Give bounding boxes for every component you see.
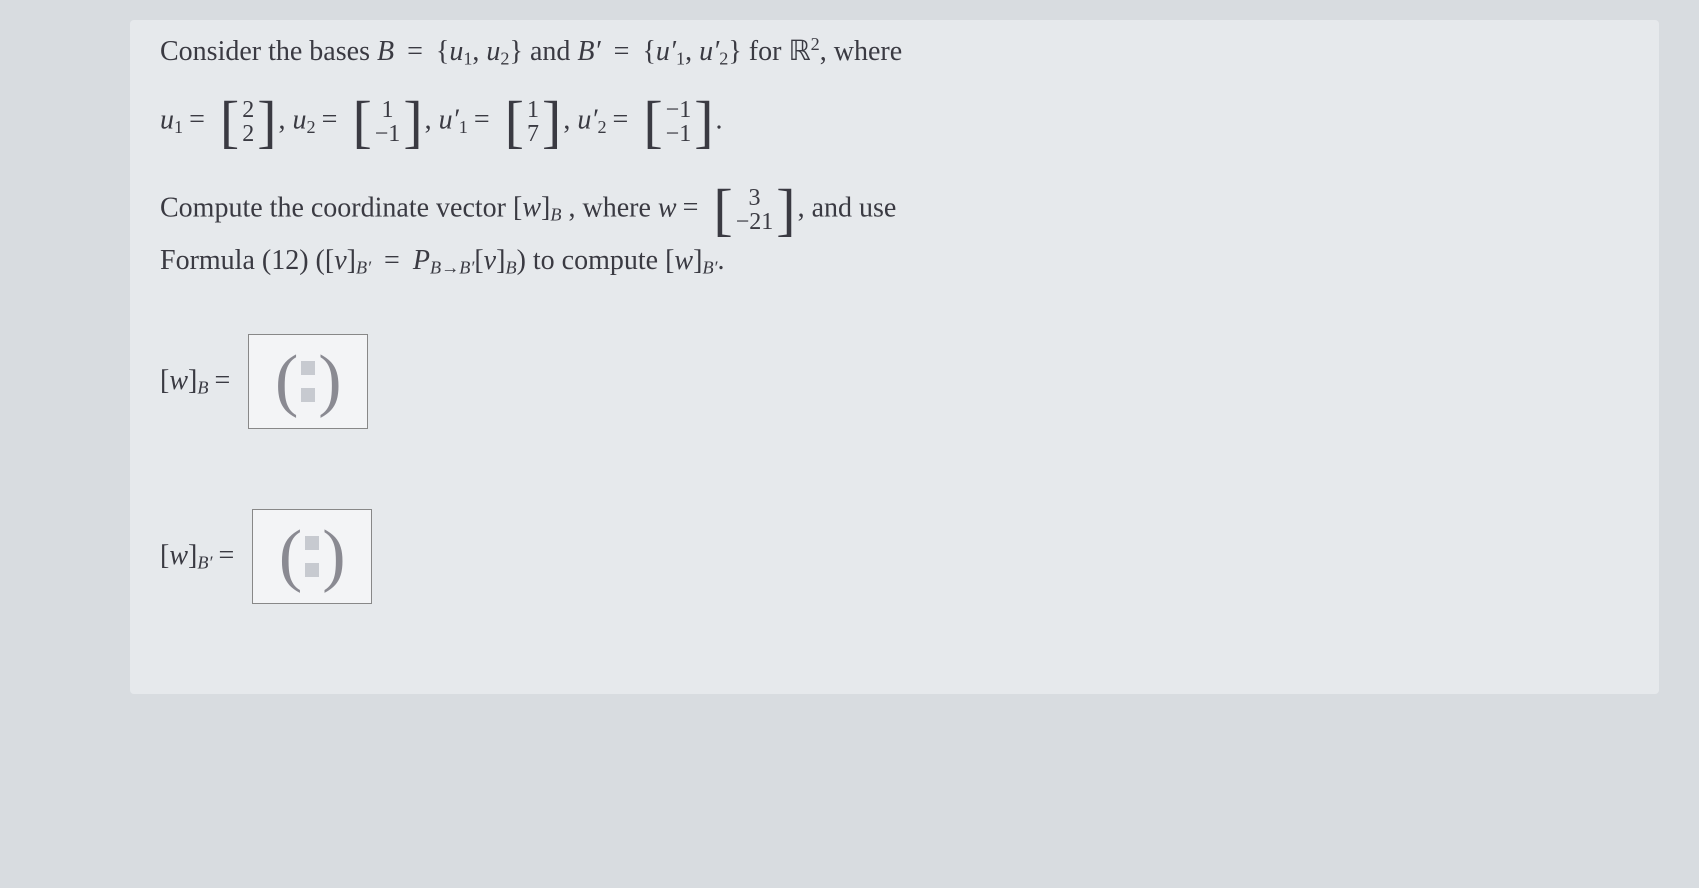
wBp-answer-label: [w]B′ xyxy=(160,534,212,579)
to-compute-text: ) to compute xyxy=(517,245,666,276)
equals-ans-1: = xyxy=(214,359,230,404)
u1-bot: 2 xyxy=(242,122,254,146)
up-sym-2: u′ xyxy=(699,36,719,67)
intro-text: Consider the bases xyxy=(160,36,377,67)
wBp-ans-sub: B′ xyxy=(197,552,212,572)
w-sym: w xyxy=(522,192,541,223)
u2-vector: [ 1−1 ] xyxy=(352,93,422,151)
and-use-text: , and use xyxy=(798,192,897,223)
compute-text-1: Compute the coordinate vector xyxy=(160,192,513,223)
period: . xyxy=(718,245,725,276)
P-sub: B→B′ xyxy=(430,257,474,277)
P-symbol: P xyxy=(413,245,430,276)
intro-line: Consider the bases B = {u1, u2} and B′ =… xyxy=(160,30,1629,75)
equals-2: = xyxy=(614,36,630,67)
equals-1: = xyxy=(407,36,423,67)
u2p-lhs: u′ xyxy=(577,104,597,135)
where-w-text: , where xyxy=(568,192,657,223)
wB-ans-sub: B xyxy=(197,377,208,397)
u2p-vector: [ −1−1 ] xyxy=(643,93,713,151)
wB-answer-label: [w]B xyxy=(160,359,208,404)
u2-top: 1 xyxy=(375,98,401,122)
w-sym-2: w xyxy=(674,245,693,276)
u1-vector: [ 22 ] xyxy=(220,93,277,151)
w-lhs: w xyxy=(658,192,677,223)
real-dim: 2 xyxy=(811,34,820,54)
u1p-lhs: u′ xyxy=(439,104,459,135)
where-text: , where xyxy=(820,36,902,67)
vector-defs: u1= [ 22 ] , u2= [ 1−1 ] , u′1= [ 17 ] ,… xyxy=(160,93,1629,151)
Bprime-symbol: B′ xyxy=(577,36,600,67)
answer-row-wB: [w]B = ( ) xyxy=(160,334,1629,429)
u1p-bot: 7 xyxy=(527,122,539,146)
bracket-open-w: [ xyxy=(513,192,522,223)
equals-ans-2: = xyxy=(218,534,234,579)
set-close-2: } xyxy=(728,36,741,67)
set-close-1: } xyxy=(510,36,523,67)
formula-text: Formula (12) ( xyxy=(160,245,325,276)
u1-lhs: u xyxy=(160,104,174,135)
u1p-top: 1 xyxy=(527,98,539,122)
bracket-close-w: ] xyxy=(541,192,550,223)
set-open-2: { xyxy=(642,36,655,67)
w-bot: −21 xyxy=(736,210,774,234)
placeholder-vector-1: ( ) xyxy=(275,346,342,416)
for-text: for xyxy=(749,36,789,67)
answer-input-wB[interactable]: ( ) xyxy=(248,334,368,429)
B-symbol: B xyxy=(377,36,394,67)
u-sym-1: u xyxy=(449,36,463,67)
u2p-top: −1 xyxy=(666,98,692,122)
placeholder-vector-2: ( ) xyxy=(279,521,346,591)
w-vector: [ 3−21 ] xyxy=(713,181,795,239)
v-sym-2: v xyxy=(484,245,496,276)
v-sym-1: v xyxy=(334,245,346,276)
answer-row-wBp: [w]B′ = ( ) xyxy=(160,509,1629,604)
wBp-sub: B′ xyxy=(702,257,717,277)
answer-input-wBp[interactable]: ( ) xyxy=(252,509,372,604)
and-text: and xyxy=(530,36,577,67)
vBp-sub: B′ xyxy=(356,257,371,277)
wB-ans-sym: w xyxy=(169,365,188,396)
up-sym-1: u′ xyxy=(656,36,676,67)
vB-sub: B xyxy=(505,257,516,277)
real-symbol: ℝ xyxy=(788,36,810,67)
u1p-vector: [ 17 ] xyxy=(505,93,562,151)
u2-bot: −1 xyxy=(375,122,401,146)
wBp-ans-sym: w xyxy=(169,540,188,571)
u2p-bot: −1 xyxy=(666,122,692,146)
compute-line: Compute the coordinate vector [w]B , whe… xyxy=(160,181,1629,284)
problem-panel: Consider the bases B = {u1, u2} and B′ =… xyxy=(130,20,1659,694)
u1-top: 2 xyxy=(242,98,254,122)
u2-lhs: u xyxy=(293,104,307,135)
set-open-1: { xyxy=(436,36,449,67)
u-sym-2: u xyxy=(486,36,500,67)
wB-sub: B xyxy=(550,205,561,225)
w-top: 3 xyxy=(736,186,774,210)
